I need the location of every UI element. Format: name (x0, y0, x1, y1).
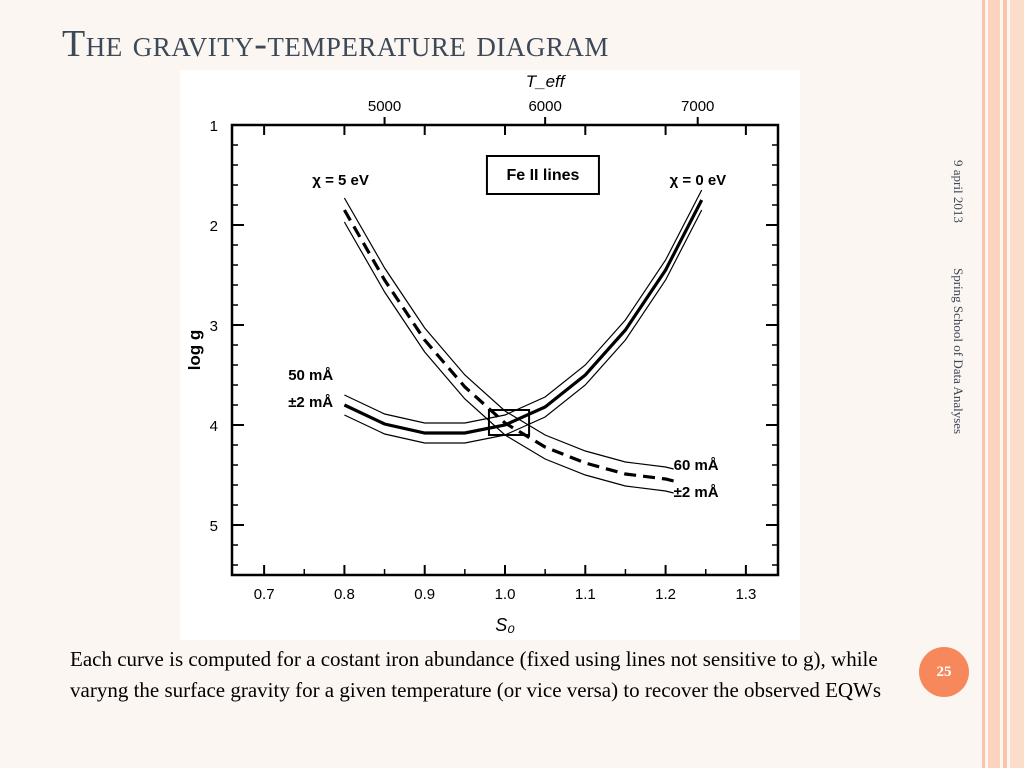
gravity-temperature-figure: 0.7 0.8 0.9 1.0 1.1 1.2 1.3 1 2 3 4 5 5000 6000 7000 S₀… (180, 70, 800, 640)
deco-stripe-1 (982, 0, 985, 768)
x2-axis-label: T_eff (526, 72, 567, 91)
x-tick-label: 0.8 (334, 586, 355, 603)
page-number-badge: 25 (919, 647, 969, 697)
y-axis-label: log g (185, 330, 204, 371)
series-band-lower (343, 221, 674, 494)
y-tick-label: 4 (210, 418, 218, 435)
curve-annotation: 50 mÅ (288, 367, 333, 384)
series-band-lower (344, 209, 703, 444)
slide-event: Spring School of Data Analyses (951, 268, 966, 435)
curve-annotation: χ = 5 eV (312, 172, 369, 189)
x-tick-label: 1.2 (655, 586, 676, 603)
y-tick-label: 5 (210, 518, 218, 535)
x2-tick-label: 5000 (368, 98, 401, 115)
x-tick-label: 1.1 (575, 586, 596, 603)
chart-svg: 0.7 0.8 0.9 1.0 1.1 1.2 1.3 1 2 3 4 5 5000 6000 7000 S₀… (180, 70, 800, 640)
deco-stripe-3 (1003, 0, 1007, 768)
x-tick-label: 1.0 (495, 586, 516, 603)
y-tick-label: 2 (210, 218, 218, 235)
y-tick-label: 1 (210, 118, 218, 135)
deco-stripe-4 (1010, 0, 1024, 768)
chart-title-box (485, 155, 600, 195)
slide-title: The gravity-temperature diagram (62, 23, 609, 65)
x2-tick-label: 6000 (528, 98, 561, 115)
deco-stripe-2 (988, 0, 1000, 768)
curve-annotation: ±2 mÅ (674, 484, 719, 501)
slide-caption: Each curve is computed for a costant iro… (70, 647, 882, 702)
x-tick-label: 1.3 (735, 586, 756, 603)
intersection-box (487, 409, 531, 436)
y-tick-label: 3 (210, 318, 218, 335)
series-line (343, 199, 704, 435)
curve-annotation: ±2 mÅ (288, 394, 333, 411)
curve-annotation: 60 mÅ (674, 457, 719, 474)
x2-tick-label: 7000 (681, 98, 714, 115)
series-band-upper (343, 197, 674, 470)
x-tick-label: 0.7 (254, 586, 275, 603)
slide-date: 9 april 2013 (951, 160, 966, 223)
curve-annotation: χ = 0 eV (670, 172, 727, 189)
series-band-upper (344, 189, 703, 424)
chart-title: Fe II lines (506, 167, 579, 184)
x-tick-label: 0.9 (414, 586, 435, 603)
x-axis-label: S₀ (495, 615, 515, 635)
